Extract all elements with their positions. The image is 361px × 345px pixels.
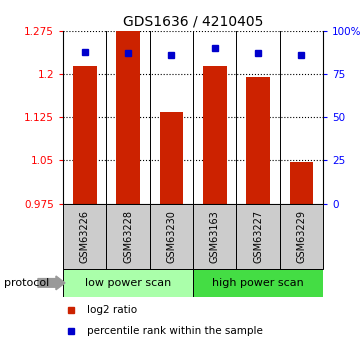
Text: GSM63228: GSM63228: [123, 210, 133, 263]
Title: GDS1636 / 4210405: GDS1636 / 4210405: [123, 14, 263, 29]
Text: high power scan: high power scan: [212, 278, 304, 288]
Bar: [193, 204, 236, 269]
Text: GSM63226: GSM63226: [80, 210, 90, 263]
Text: percentile rank within the sample: percentile rank within the sample: [87, 326, 262, 336]
Bar: [246, 77, 270, 204]
Bar: [193, 269, 323, 297]
Text: GSM63163: GSM63163: [210, 210, 220, 263]
Bar: [236, 204, 280, 269]
Bar: [106, 204, 150, 269]
Bar: [116, 31, 140, 204]
Bar: [63, 204, 106, 269]
Bar: [150, 204, 193, 269]
Text: GSM63227: GSM63227: [253, 210, 263, 263]
Bar: [203, 66, 227, 204]
Text: protocol: protocol: [4, 278, 49, 288]
Text: GSM63229: GSM63229: [296, 210, 306, 263]
Bar: [280, 204, 323, 269]
Text: low power scan: low power scan: [85, 278, 171, 288]
Text: log2 ratio: log2 ratio: [87, 305, 137, 315]
Bar: [63, 269, 193, 297]
Text: GSM63230: GSM63230: [166, 210, 177, 263]
Bar: [160, 111, 183, 204]
Bar: [290, 161, 313, 204]
Bar: [73, 66, 97, 204]
